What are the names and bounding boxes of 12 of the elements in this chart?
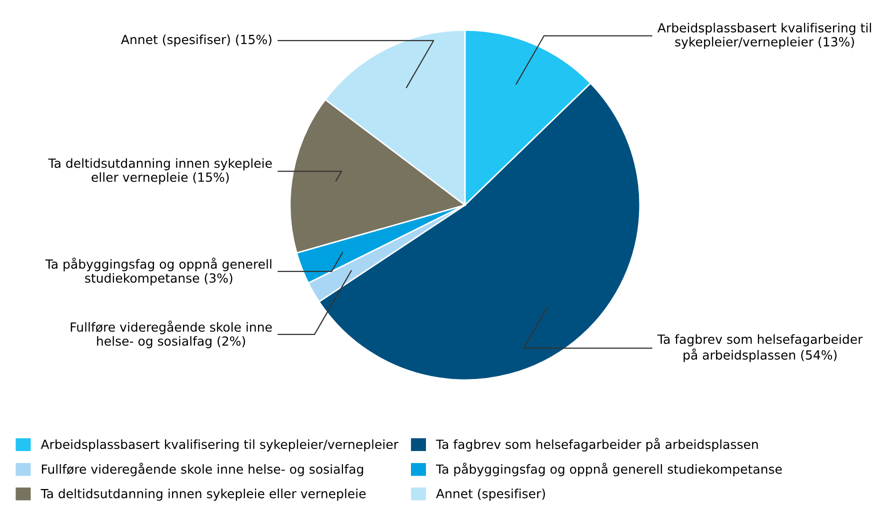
legend-label: Arbeidsplassbasert kvalifisering til sykepleier/vernepleier [40, 439, 398, 452]
category-label: Ta fagbrev som helsefagarbeider på arbeidsplassen (54%) [657, 334, 863, 362]
category-label: Annet (spesifiser) (15%) [121, 34, 272, 47]
category-label: Ta deltidsutdanning innen sykepleie eller vernepleie (15%) [48, 158, 272, 184]
legend-label: Ta fagbrev som helsefagarbeider på arbeidsplassen [436, 438, 758, 452]
legend-label: Annet (spesifiser) [436, 488, 545, 501]
category-label: Fullføre videregående skole inne helse- og sosialfag (2%) [70, 320, 272, 348]
category-label: Ta påbyggingsfag og oppnå generell studiekompetanse (3%) [45, 258, 272, 286]
legend-label: Fullføre videregående skole inne helse- og sosialfag [42, 462, 364, 476]
category-label: Arbeidsplassbasert kvalifisering til sykepleier/vernepleier (13%) [658, 22, 871, 49]
legend-label: Ta påbyggingsfag og oppnå generell studiekompetanse [436, 462, 782, 476]
legend-label: Ta deltidsutdanning innen sykepleie eller vernepleie [40, 488, 366, 501]
